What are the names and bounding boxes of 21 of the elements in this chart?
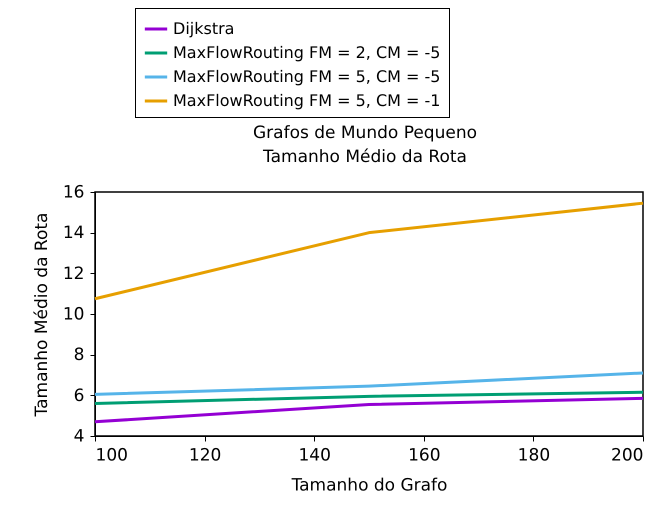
y-tick-label: 4 (74, 426, 84, 446)
x-tick-label: 200 (611, 446, 644, 466)
y-tick-label: 14 (62, 223, 84, 244)
legend-label: MaxFlowRouting FM = 5, CM = -5 (173, 67, 440, 86)
text: Tamanho Médio da Rota (263, 147, 467, 167)
legend-label: MaxFlowRouting FM = 5, CM = -1 (173, 91, 440, 110)
y-axis-title: Tamanho Médio da Rota (32, 212, 52, 418)
text: Grafos de Mundo Pequeno (253, 123, 477, 143)
x-tick-label: 120 (188, 446, 222, 466)
y-tick-label: 10 (62, 304, 84, 324)
legend-label: MaxFlowRouting FM = 2, CM = -5 (173, 43, 440, 62)
x-tick-label: 180 (518, 446, 550, 466)
x-axis-title: Tamanho do Grafo (290, 476, 448, 496)
y-tick-label: 8 (74, 345, 84, 366)
legend-label: Dijkstra (173, 19, 234, 38)
y-tick-label: 6 (74, 386, 84, 406)
y-tick-label: 12 (62, 264, 84, 284)
x-tick-label: 100 (96, 446, 128, 466)
x-tick-label: 140 (298, 446, 331, 466)
x-tick-label: 160 (408, 446, 441, 466)
y-tick-label: 16 (62, 182, 84, 202)
